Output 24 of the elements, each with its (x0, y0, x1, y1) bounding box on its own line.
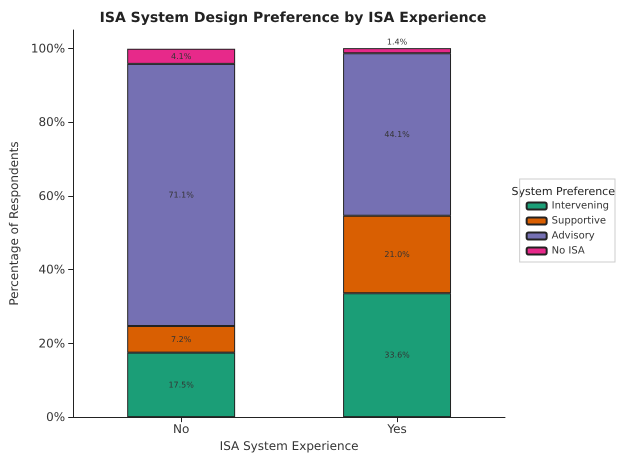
legend-label: Intervening (552, 200, 609, 212)
legend-title: System Preference (512, 185, 616, 198)
chart-title: ISA System Design Preference by ISA Experience (100, 10, 486, 26)
y-tick-label: 60% (38, 188, 66, 203)
data-label: 33.6% (384, 350, 410, 360)
data-label: 17.5% (168, 380, 194, 390)
legend-label: No ISA (552, 246, 585, 256)
y-axis-title: Percentage of Respondents (7, 141, 21, 306)
y-tick-label: 0% (46, 410, 66, 424)
data-label: 4.1% (170, 52, 192, 61)
y-tick-label: 100% (30, 41, 66, 56)
x-tick-label: No (172, 422, 190, 436)
data-label: 1.4% (386, 38, 408, 47)
data-label: 21.0% (384, 250, 410, 260)
y-tick-label: 20% (38, 336, 66, 350)
data-label: 7.2% (170, 334, 192, 344)
legend-label: Advisory (552, 230, 595, 242)
y-tick-label: 40% (38, 262, 66, 277)
x-axis-title: ISA System Experience (220, 439, 359, 453)
data-label: 44.1% (384, 130, 410, 140)
x-tick-label: Yes (386, 422, 407, 436)
legend-label: Supportive (552, 216, 606, 226)
y-tick-label: 80% (38, 115, 66, 130)
data-label: 71.1% (168, 190, 194, 200)
